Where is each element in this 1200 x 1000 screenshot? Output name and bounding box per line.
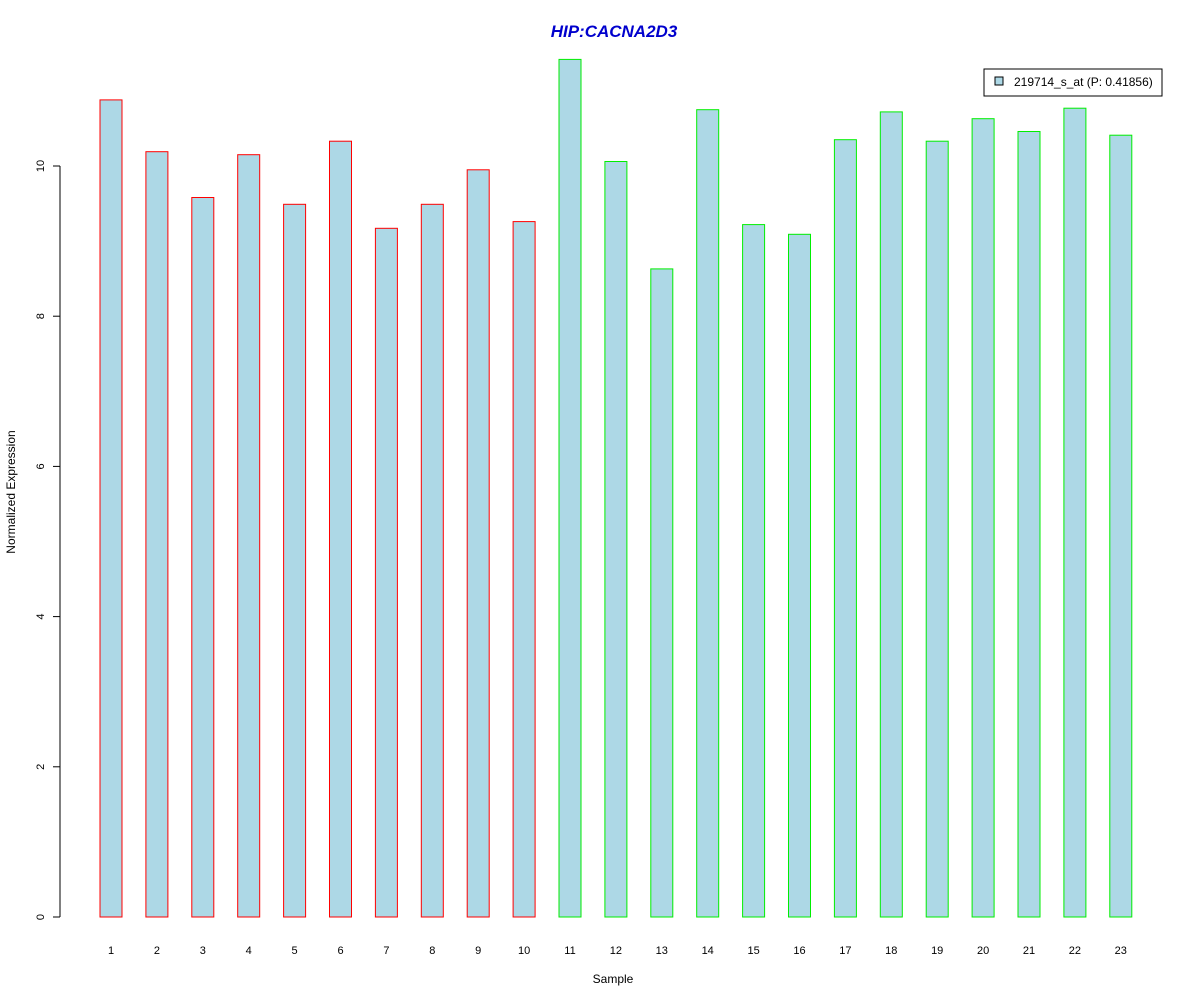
bar-sample-16	[788, 233, 811, 918]
x-tick-label: 19	[931, 945, 943, 957]
bar-sample-10	[512, 221, 536, 918]
legend: 219714_s_at (P: 0.41856)	[983, 68, 1163, 97]
x-tick-label: 2	[154, 945, 160, 957]
y-tick-label: 2	[35, 764, 47, 770]
bar-sample-7	[374, 227, 398, 918]
bar-sample-14	[696, 109, 720, 918]
x-tick-label: 22	[1069, 945, 1081, 957]
x-tick-label: 10	[518, 945, 530, 957]
x-tick-label: 17	[839, 945, 851, 957]
x-tick-label: 1	[108, 945, 114, 957]
x-tick-label: 8	[429, 945, 435, 957]
y-tick-label: 10	[35, 160, 47, 172]
y-tick-label: 0	[35, 914, 47, 920]
bar-sample-13	[650, 268, 674, 918]
bar-sample-21	[1017, 131, 1041, 918]
x-tick-label: 12	[610, 945, 622, 957]
x-tick-label: 23	[1115, 945, 1127, 957]
bar-sample-23	[1109, 134, 1133, 918]
x-tick-label: 11	[564, 945, 575, 957]
bar-sample-4	[237, 154, 261, 918]
bar-sample-18	[879, 111, 903, 918]
x-tick-label: 5	[292, 945, 298, 957]
x-tick-label: 4	[246, 945, 252, 957]
y-tick-label: 4	[35, 614, 47, 620]
x-tick-label: 7	[383, 945, 389, 957]
y-axis: 0 2 4 6 8 10	[35, 160, 61, 920]
bar-sample-3	[191, 197, 215, 918]
y-tick-label: 8	[35, 313, 47, 319]
x-axis-title: Sample	[593, 972, 634, 986]
legend-label: 219714_s_at (P: 0.41856)	[1014, 75, 1153, 89]
y-axis-title: Normalized Expression	[4, 430, 18, 553]
chart-title: HIP:CACNA2D3	[551, 22, 678, 41]
bars-group	[99, 58, 1133, 918]
x-tick-label: 20	[977, 945, 989, 957]
x-tick-label: 14	[702, 945, 714, 957]
x-tick-label: 18	[885, 945, 897, 957]
x-tick-labels: 1 2 3 4 5 6 7 8 9 10 11 12 13 14 15 16 17 18 19 20 21 22 23	[108, 945, 1127, 957]
bar-sample-1	[99, 99, 123, 918]
x-tick-label: 3	[200, 945, 206, 957]
bar-sample-22	[1063, 107, 1087, 918]
x-tick-label: 13	[656, 945, 668, 957]
bar-sample-5	[283, 203, 307, 918]
bar-sample-19	[925, 140, 949, 918]
bar-sample-9	[466, 169, 490, 918]
bar-sample-6	[329, 140, 352, 918]
bar-sample-8	[420, 203, 444, 918]
x-tick-label: 16	[793, 945, 805, 957]
y-tick-label: 6	[35, 463, 47, 469]
x-tick-label: 9	[475, 945, 481, 957]
x-tick-label: 6	[337, 945, 343, 957]
bar-sample-20	[971, 118, 995, 918]
bar-sample-12	[604, 161, 628, 918]
legend-box	[983, 68, 1163, 97]
bar-sample-15	[742, 224, 766, 918]
bar-sample-2	[145, 151, 169, 918]
x-tick-label: 21	[1023, 945, 1035, 957]
bar-sample-17	[833, 139, 857, 918]
bar-sample-11	[558, 58, 582, 918]
legend-swatch	[994, 76, 1004, 86]
x-tick-label: 15	[747, 945, 759, 957]
